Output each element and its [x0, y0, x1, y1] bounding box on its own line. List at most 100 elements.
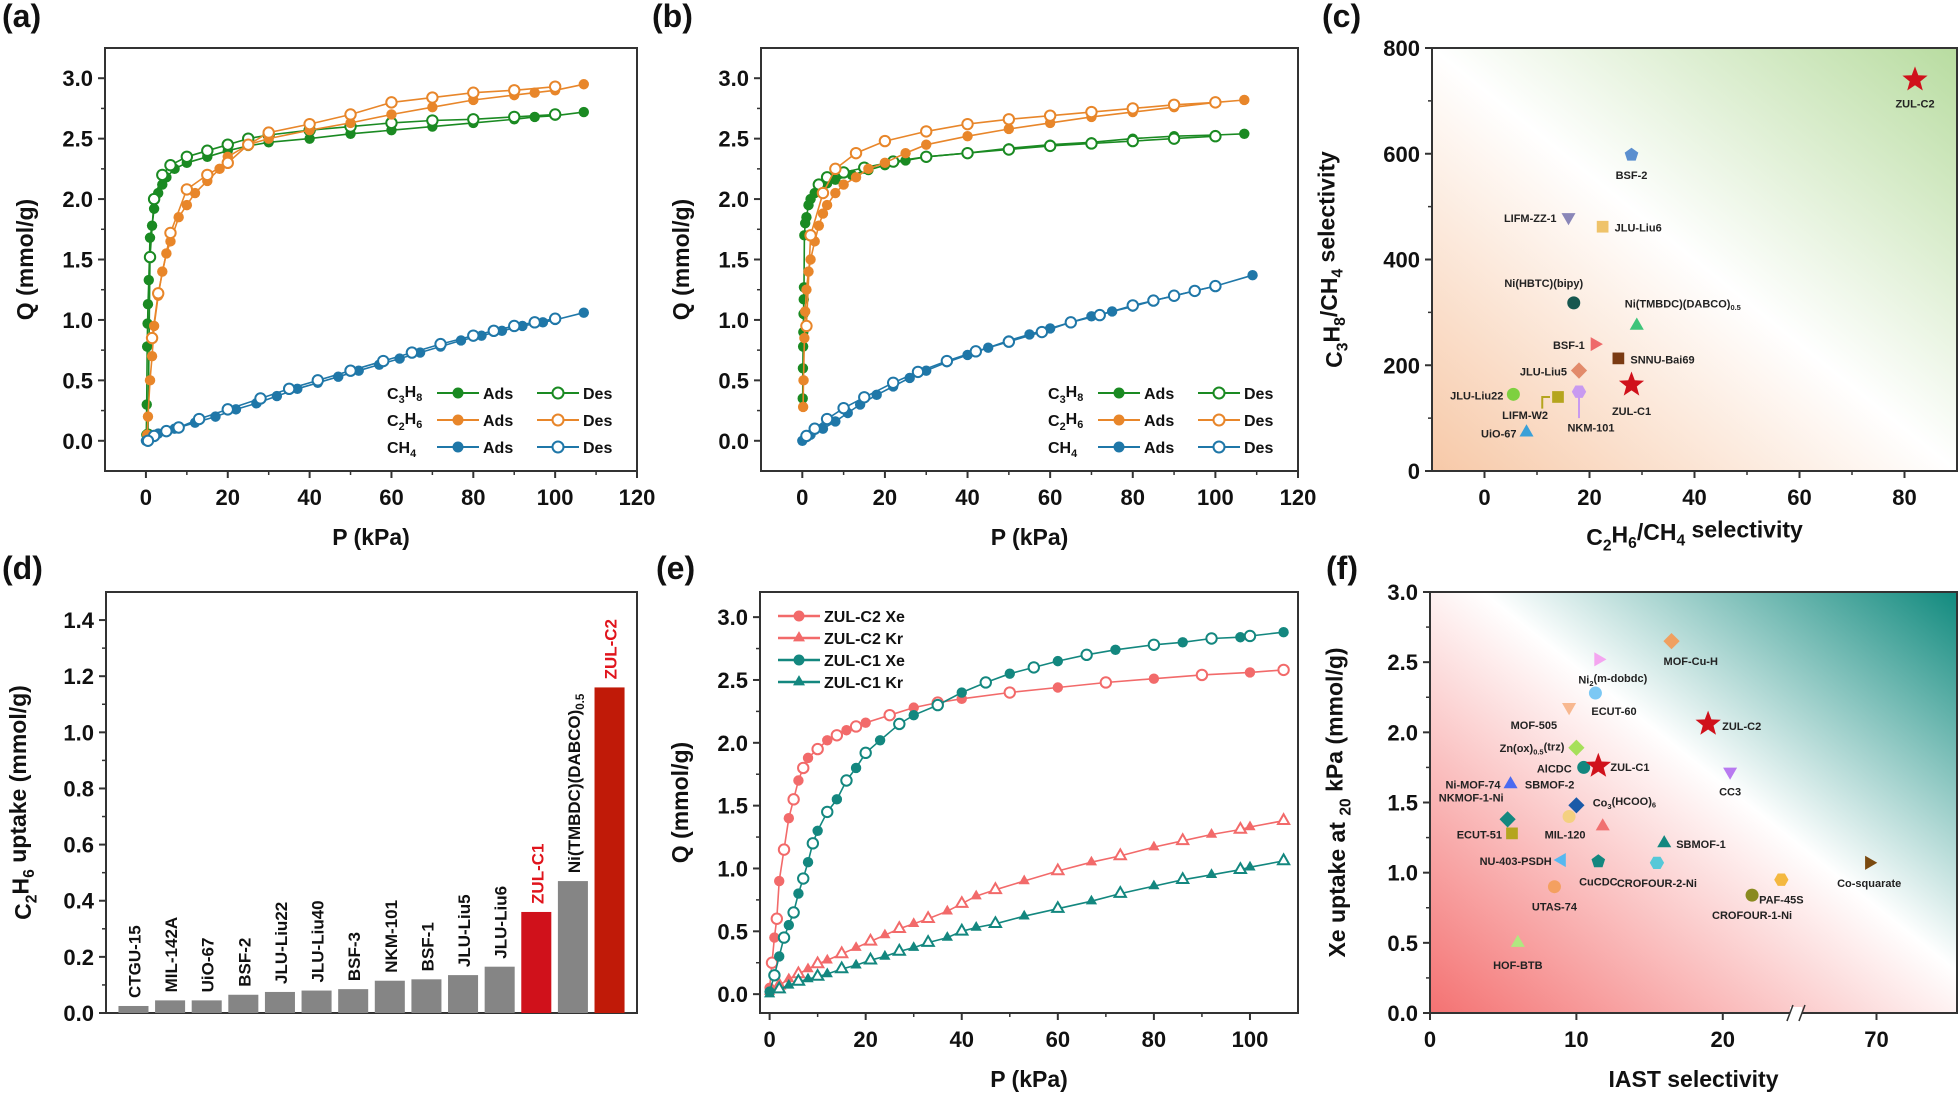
x-tick-label: 20: [1711, 1027, 1735, 1052]
legend-marker-filled: [1113, 414, 1125, 426]
bar-bsf-1: BSF-1: [411, 922, 442, 1013]
data-label: SNNU-Bai69: [1630, 354, 1694, 366]
point-mof-cu-h: MOF-Cu-H: [1663, 633, 1718, 668]
data-point: [221, 403, 234, 416]
y-axis-label: C3H8/CH4 selectivity: [1313, 151, 1351, 368]
data-point: [1562, 810, 1576, 824]
point-co3-hcoo-6: Co3(HCOO)6: [1593, 796, 1656, 831]
series-zul-c2-kr: [764, 812, 1291, 995]
data-point: [768, 969, 781, 982]
data-point: [1657, 835, 1672, 848]
data-point: [529, 87, 540, 98]
data-point: [821, 953, 833, 964]
point-utas-74: UTAS-74: [1532, 880, 1578, 914]
data-point: [900, 147, 911, 159]
data-point: [931, 698, 944, 712]
data-point: [548, 108, 562, 121]
series-ch4-des: [141, 312, 562, 447]
data-point: [1577, 760, 1591, 774]
x-tick-label: 60: [1038, 485, 1062, 510]
plot-background: [1432, 48, 1957, 471]
data-point: [164, 159, 177, 172]
data-point: [1649, 856, 1665, 869]
data-point: [1278, 627, 1289, 638]
data-point: [1205, 632, 1218, 645]
y-axis-label: Q (mmol/g): [667, 742, 693, 863]
data-point: [810, 955, 826, 969]
data-point: [771, 980, 787, 994]
bar-label: JLU-Liu6: [492, 886, 511, 959]
legend-des-label: Des: [583, 413, 612, 430]
bar: [411, 979, 442, 1013]
data-point: [920, 910, 936, 923]
data-point: [800, 319, 813, 333]
data-point: [883, 708, 896, 722]
data-point: [908, 702, 919, 713]
data-point: [1244, 820, 1256, 831]
data-point: [802, 752, 814, 764]
legend-marker: [793, 631, 805, 642]
data-point: [801, 284, 812, 295]
data-point: [282, 382, 296, 396]
legend-label: ZUL-C2 Xe: [824, 609, 905, 626]
bar: [228, 994, 259, 1013]
axis-break-gap: [1789, 1007, 1802, 1019]
data-point: [961, 117, 974, 131]
data-point: [908, 941, 920, 951]
data-point: [386, 109, 397, 120]
data-point: [1594, 652, 1607, 667]
data-point: [1618, 371, 1645, 396]
point-cc3: CC3: [1719, 767, 1741, 799]
data-point: [143, 250, 157, 264]
data-point: [160, 424, 173, 438]
data-point: [921, 139, 932, 150]
y-tick-label: 0.8: [63, 776, 94, 801]
bar: [118, 1005, 149, 1013]
point-zul-c2: ZUL-C2: [1895, 66, 1935, 111]
y-tick-label: 600: [1383, 142, 1420, 167]
data-label: Co3(HCOO)6: [1593, 796, 1656, 811]
point-zul-c1: ZUL-C1: [1612, 371, 1651, 418]
data-point: [1099, 676, 1113, 689]
data-point: [1093, 308, 1106, 322]
legend-marker-filled: [1113, 387, 1125, 399]
y-tick-label: 200: [1383, 353, 1420, 378]
bar: [557, 881, 588, 1013]
data-point: [1003, 123, 1015, 135]
data-point: [783, 813, 795, 824]
plot-frame: [759, 591, 1299, 1014]
legend-marker-open: [551, 413, 565, 427]
data-point: [1175, 832, 1191, 846]
x-tick-label: 10: [1564, 1027, 1588, 1052]
point-cucdc: CuCDC: [1579, 854, 1618, 888]
data-point: [164, 226, 177, 240]
data-point: [808, 422, 821, 435]
data-point: [830, 729, 844, 742]
data-point: [805, 254, 816, 265]
data-point: [956, 687, 967, 698]
data-point: [777, 931, 791, 944]
point-crofour-1-ni: CROFOUR-1-Ni: [1712, 888, 1792, 922]
data-point: [529, 111, 540, 123]
data-point: [426, 91, 439, 104]
data-point: [787, 906, 800, 919]
data-label: NKM-101: [1567, 423, 1614, 435]
data-point: [467, 86, 480, 99]
x-tick-label: 100: [1232, 1027, 1269, 1052]
data-point: [802, 962, 814, 973]
data-point: [145, 331, 159, 345]
y-tick-label: 2.5: [717, 668, 748, 693]
x-tick-label: 0: [140, 485, 152, 510]
data-point: [1147, 638, 1161, 651]
data-point: [801, 212, 812, 223]
data-point: [1553, 853, 1566, 868]
data-point: [1567, 296, 1581, 310]
data-point: [850, 172, 862, 183]
data-point: [954, 922, 970, 936]
bar: [484, 966, 515, 1013]
data-point: [1018, 909, 1030, 920]
legend-label: ZUL-C2 Kr: [824, 631, 903, 648]
data-point: [879, 928, 891, 939]
point-lifm-zz-1: LIFM-ZZ-1: [1504, 213, 1576, 226]
